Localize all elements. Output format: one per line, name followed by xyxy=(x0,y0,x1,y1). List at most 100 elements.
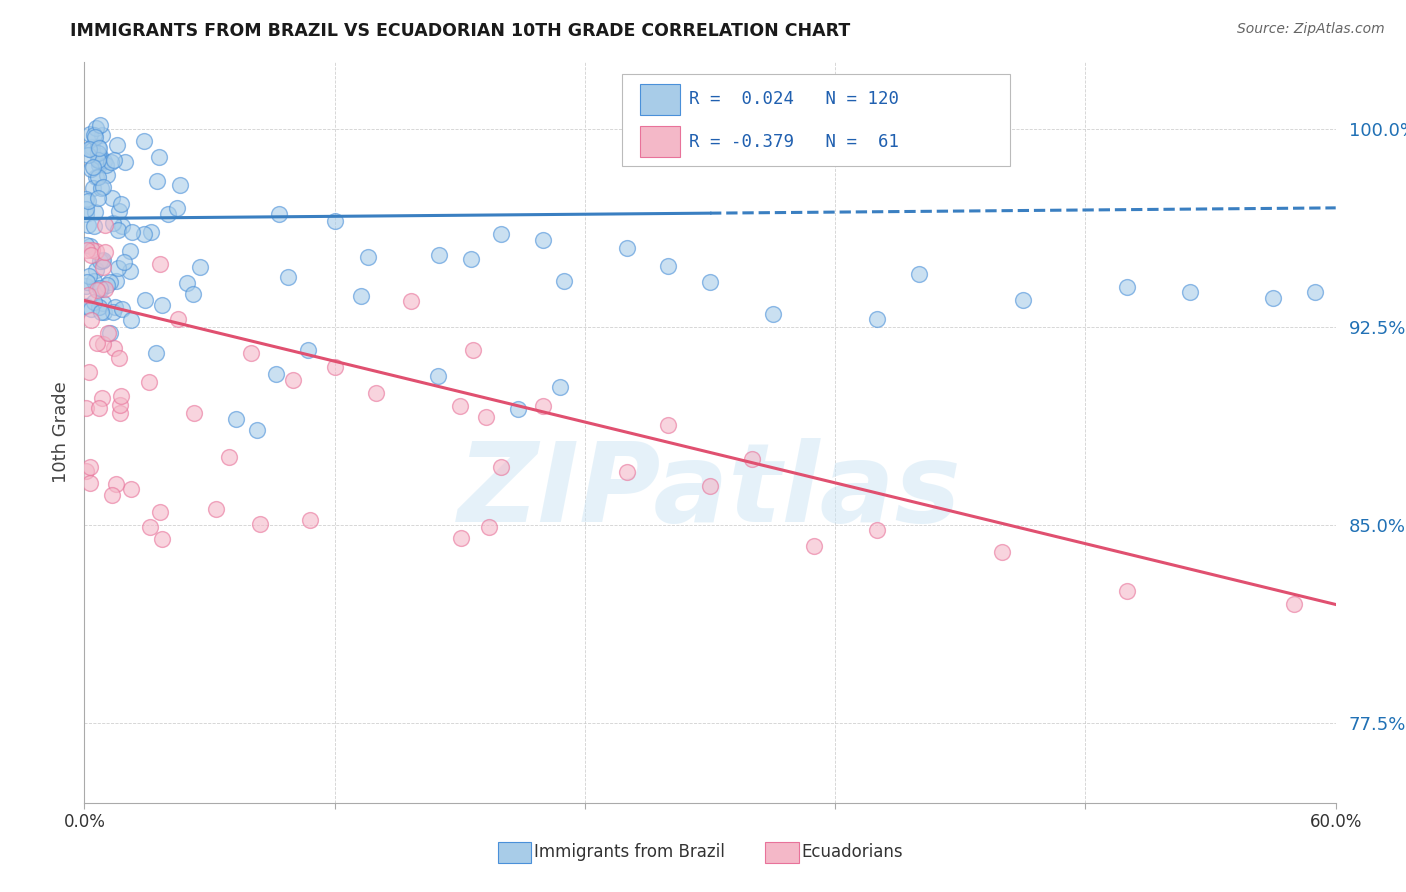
Point xyxy=(87,145,110,160)
Point xyxy=(90,181,112,195)
Point xyxy=(94,218,117,232)
Point xyxy=(75,193,97,207)
Point xyxy=(82,160,104,174)
Text: R = -0.379   N =  61: R = -0.379 N = 61 xyxy=(689,133,898,151)
Point xyxy=(657,417,679,432)
Point xyxy=(491,227,513,242)
Point xyxy=(101,191,124,205)
Point xyxy=(149,257,172,271)
Point xyxy=(1116,584,1139,599)
Point xyxy=(183,406,205,420)
Point xyxy=(86,139,108,153)
Point xyxy=(82,181,104,195)
Point xyxy=(166,201,188,215)
Point xyxy=(157,207,180,221)
Point xyxy=(531,399,554,413)
Text: IMMIGRANTS FROM BRAZIL VS ECUADORIAN 10TH GRADE CORRELATION CHART: IMMIGRANTS FROM BRAZIL VS ECUADORIAN 10T… xyxy=(70,22,851,40)
Point xyxy=(866,312,889,326)
Point xyxy=(89,300,111,314)
Point xyxy=(138,375,160,389)
Point xyxy=(803,539,825,553)
Point xyxy=(83,274,105,288)
Point xyxy=(89,281,111,295)
Point xyxy=(149,505,172,519)
Point xyxy=(1116,280,1139,294)
Point xyxy=(79,268,101,283)
Point xyxy=(87,159,110,173)
Point xyxy=(98,326,121,340)
Point xyxy=(75,207,97,221)
Point xyxy=(991,544,1014,558)
Point xyxy=(100,155,122,169)
Point xyxy=(281,373,304,387)
Point xyxy=(79,128,101,142)
Point xyxy=(427,369,450,384)
Point xyxy=(531,233,554,247)
Point xyxy=(103,341,125,355)
Point xyxy=(460,252,482,266)
Point xyxy=(103,153,125,167)
Point xyxy=(76,275,98,289)
Point xyxy=(1263,291,1285,305)
Point xyxy=(76,244,98,258)
Point xyxy=(699,478,721,492)
Point xyxy=(120,244,142,258)
Point xyxy=(83,219,105,234)
Point xyxy=(105,477,128,491)
Point xyxy=(89,118,111,132)
Point xyxy=(87,169,110,184)
Point xyxy=(86,335,108,350)
Point xyxy=(866,524,889,538)
Point xyxy=(1282,598,1305,612)
Point xyxy=(77,142,100,156)
Point xyxy=(75,237,97,252)
Point xyxy=(176,276,198,290)
Point xyxy=(76,288,98,302)
Text: R =  0.024   N = 120: R = 0.024 N = 120 xyxy=(689,90,898,109)
Point xyxy=(82,140,104,154)
Point xyxy=(96,278,118,293)
Point xyxy=(141,225,163,239)
Point xyxy=(134,293,156,308)
Point xyxy=(105,275,128,289)
Point xyxy=(150,298,173,312)
Point xyxy=(97,326,120,340)
Point xyxy=(84,244,107,258)
Point xyxy=(77,194,100,209)
Point xyxy=(166,312,188,326)
Point xyxy=(169,178,191,193)
Point xyxy=(91,180,114,194)
Point xyxy=(89,401,111,415)
Point xyxy=(188,260,211,274)
Point xyxy=(299,513,322,527)
Point xyxy=(240,346,263,360)
Point xyxy=(138,520,160,534)
Point xyxy=(79,238,101,252)
Point xyxy=(86,283,108,297)
Point xyxy=(83,294,105,309)
Point xyxy=(616,240,638,255)
Point xyxy=(218,450,240,464)
Text: Ecuadorians: Ecuadorians xyxy=(801,843,903,861)
Point xyxy=(89,254,111,268)
Point xyxy=(90,128,112,142)
Point xyxy=(90,282,112,296)
Point xyxy=(277,269,299,284)
Point xyxy=(101,488,124,502)
Point xyxy=(75,464,97,478)
Point xyxy=(80,161,103,176)
Point xyxy=(121,482,143,496)
Point xyxy=(94,244,117,259)
FancyBboxPatch shape xyxy=(640,84,681,115)
Point xyxy=(84,120,107,135)
Point xyxy=(98,275,121,289)
Point xyxy=(90,304,112,318)
Text: Source: ZipAtlas.com: Source: ZipAtlas.com xyxy=(1237,22,1385,37)
Point xyxy=(146,174,169,188)
Point xyxy=(84,205,107,219)
Point xyxy=(91,337,114,351)
Point xyxy=(75,278,97,293)
Point xyxy=(79,475,101,490)
Point xyxy=(104,300,127,314)
Point xyxy=(491,460,513,475)
